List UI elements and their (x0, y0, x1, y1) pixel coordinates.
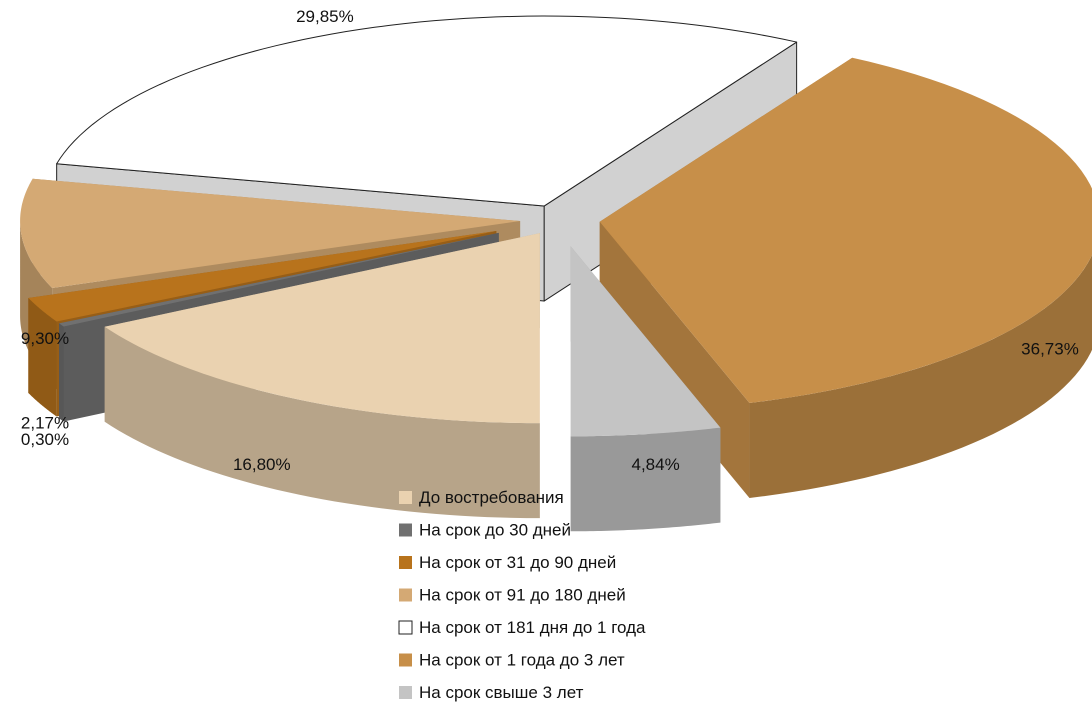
legend-swatch (399, 686, 412, 699)
legend-swatch (399, 491, 412, 504)
slice-на-срок-от-1-года-до-3-лет (599, 57, 1092, 498)
legend-label: До востребования (419, 488, 564, 507)
data-label: 4,84% (631, 455, 679, 474)
legend-label: На срок от 181 дня до 1 года (419, 618, 646, 637)
data-labels: 16,80% 0,30%2,17% 9,30% 29,85% 36,73% 4,84% (21, 7, 1079, 474)
slices-layer (20, 15, 1092, 532)
data-label: 0,30% (21, 430, 69, 449)
legend-label: На срок от 31 до 90 дней (419, 553, 616, 572)
legend-label: На срок от 91 до 180 дней (419, 586, 626, 605)
slice-до-востребования (104, 233, 540, 519)
legend-swatch (399, 556, 412, 569)
data-label: 2,17% (21, 414, 69, 433)
legend-item: На срок свыше 3 лет (399, 683, 584, 702)
data-label: 9,30% (21, 329, 69, 348)
legend: До востребования На срок до 30 дней На сро… (398, 488, 646, 702)
legend-label: На срок до 30 дней (419, 521, 571, 540)
slice-на-срок-свыше-3-лет (570, 246, 721, 532)
legend-label: На срок свыше 3 лет (419, 683, 584, 702)
legend-label: На срок от 1 года до 3 лет (419, 651, 625, 670)
data-label: 16,80% (233, 455, 291, 474)
legend-item: На срок от 1 года до 3 лет (399, 651, 625, 670)
legend-swatch (399, 588, 412, 602)
legend-item: До востребования (399, 488, 564, 507)
legend-item: На срок от 91 до 180 дней (399, 586, 626, 605)
legend-swatch (398, 620, 413, 635)
legend-item: На срок от 31 до 90 дней (399, 553, 616, 572)
data-label: 36,73% (1021, 339, 1079, 358)
legend-item: На срок от 181 дня до 1 года (398, 618, 646, 637)
data-label: 29,85% (296, 7, 354, 26)
legend-swatch (399, 523, 412, 537)
legend-swatch (399, 653, 412, 667)
legend-item: На срок до 30 дней (399, 521, 571, 540)
